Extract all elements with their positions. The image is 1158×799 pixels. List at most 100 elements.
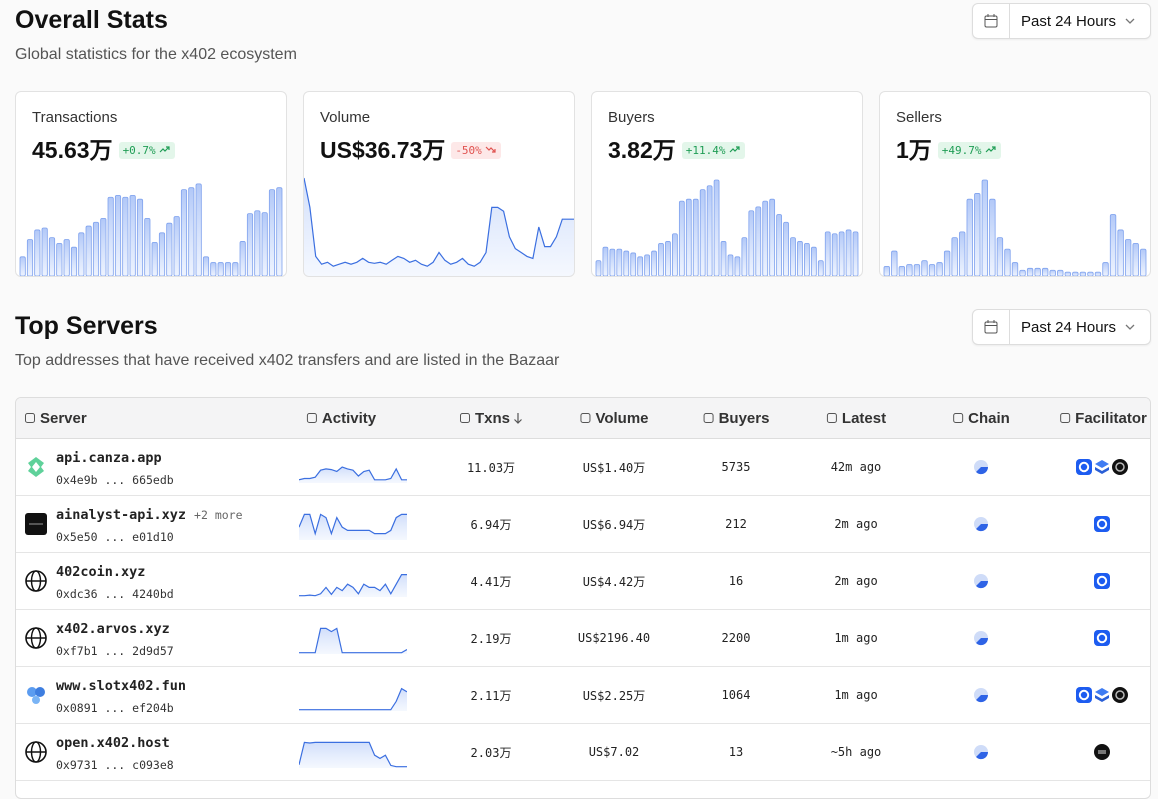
icon-shape [25, 413, 35, 423]
table-row[interactable]: www.slotx402.fun 0x0891 ... ef204b 2.11万 US… [16, 667, 1150, 724]
column-label: Buyers [718, 409, 770, 427]
server-logo [25, 627, 47, 649]
server-name-line: open.x402.host [56, 735, 170, 751]
logo-shape [29, 523, 43, 525]
spark-bar [151, 242, 158, 276]
facilitator-shape [1112, 459, 1128, 475]
server-logo [25, 570, 47, 592]
icon-shape [580, 413, 591, 423]
spark-bar [1102, 262, 1109, 276]
column-header[interactable]: Txns [459, 398, 523, 438]
spark-bar [651, 250, 657, 276]
spark-line [299, 513, 407, 536]
change-text: +49.7% [941, 144, 982, 157]
range-dropdown[interactable]: Past 24 Hours [972, 3, 1151, 39]
spark-bar [70, 246, 78, 276]
spark-bar [616, 248, 623, 276]
range-dropdown[interactable]: Past 24 Hours [972, 309, 1151, 345]
spark-bar [173, 216, 180, 276]
column-header: Server [24, 398, 87, 438]
facilitator-shape [1112, 687, 1128, 703]
activity-sparkline [299, 627, 407, 654]
spark-bar [1132, 242, 1139, 276]
page: Overall Stats Global statistics for the … [15, 3, 1151, 799]
calendar-icon [984, 320, 998, 334]
cell-latest: 1m ago [834, 631, 878, 645]
table-row[interactable]: ainalyst-api.xyz +2 more 0x5e50 ... e01d10… [16, 496, 1150, 553]
spark-area [304, 178, 574, 276]
spark-bar [783, 221, 789, 276]
icon-shape [1060, 413, 1071, 423]
column-header: Buyers [703, 398, 770, 438]
column-label: Latest [841, 409, 887, 427]
spark-bar [831, 233, 838, 276]
facilitator-shape [1095, 688, 1109, 696]
spark-bar [254, 210, 261, 276]
spark-bar [158, 232, 166, 276]
facilitator-cell [1094, 496, 1112, 552]
trend-icon [485, 146, 496, 153]
facilitator-shape [1095, 467, 1109, 474]
cell-latest: ~5h ago [830, 745, 882, 759]
facilitator-shape [1095, 460, 1109, 468]
spark-bar [217, 262, 224, 276]
cell-volume: US$2196.40 [577, 631, 651, 645]
stat-label: Volume [320, 109, 371, 126]
spark-bar [755, 206, 762, 276]
facilitator-cell [1076, 439, 1130, 495]
cell-txns: 4.41万 [470, 574, 512, 589]
logo-shape [35, 687, 45, 697]
chain-cell [973, 553, 989, 609]
cell-txns: 6.94万 [470, 517, 512, 532]
spark-bar [224, 262, 232, 276]
spark-bar [797, 241, 803, 276]
server-name: x402.arvos.xyz [56, 621, 170, 637]
change-text: -50% [455, 144, 482, 157]
facilitator-icons [1094, 573, 1110, 589]
table-row[interactable]: open.x402.host 0x9731 ... c093e8 2.03万 US$7… [16, 724, 1150, 781]
spark-bar [166, 222, 173, 276]
facilitator-shape [1115, 690, 1125, 700]
facilitator-cell [1076, 667, 1130, 723]
column-label: Txns [474, 409, 511, 427]
spark-bar [239, 241, 246, 276]
spark-bar [883, 266, 890, 276]
spark-line [299, 466, 407, 481]
spark-bar [720, 241, 727, 276]
facilitator-shape [1096, 575, 1108, 587]
stat-card: Transactions 45.63万 +0.7% [15, 91, 287, 277]
sparkline [19, 183, 283, 276]
spark-bar [951, 237, 958, 276]
table-row[interactable]: x402.arvos.xyz 0xf7b1 ... 2d9d57 2.19万 US$2… [16, 610, 1150, 667]
chain-cell [973, 439, 989, 495]
table-row[interactable]: 402coin.xyz 0xdc36 ... 4240bd 4.41万 US$4.42… [16, 553, 1150, 610]
cell-buyers: 212 [725, 517, 747, 531]
spark-bar [114, 194, 122, 276]
spark-bar [1004, 248, 1011, 276]
chain-cell [973, 667, 989, 723]
spark-bar [1072, 271, 1079, 276]
page-title: Overall Stats [15, 6, 168, 34]
cell-volume: US$2.25万 [582, 688, 646, 703]
table-row[interactable]: api.canza.app 0x4e9b ... 665edb 11.03万 US$1… [16, 439, 1150, 496]
spark-bar [817, 260, 824, 276]
spark-bar [644, 254, 650, 276]
spark-bar [790, 237, 796, 276]
icon-shape [953, 413, 964, 423]
spark-bar [232, 262, 239, 276]
facilitator-shape [1096, 518, 1108, 530]
spark-bar [891, 250, 898, 276]
chain-shape [976, 467, 989, 475]
spark-bar [1057, 269, 1064, 276]
spark-bar [41, 227, 48, 276]
spark-bar [1140, 248, 1147, 276]
activity-sparkline [299, 741, 407, 768]
logo-shape [32, 462, 40, 472]
spark-line [299, 627, 407, 654]
cell-txns: 2.03万 [470, 745, 512, 760]
spark-bar [678, 200, 685, 276]
spark-bar [810, 246, 817, 276]
trend-arrow [985, 146, 996, 153]
spark-bar [63, 239, 70, 276]
spark-bar [981, 179, 988, 276]
